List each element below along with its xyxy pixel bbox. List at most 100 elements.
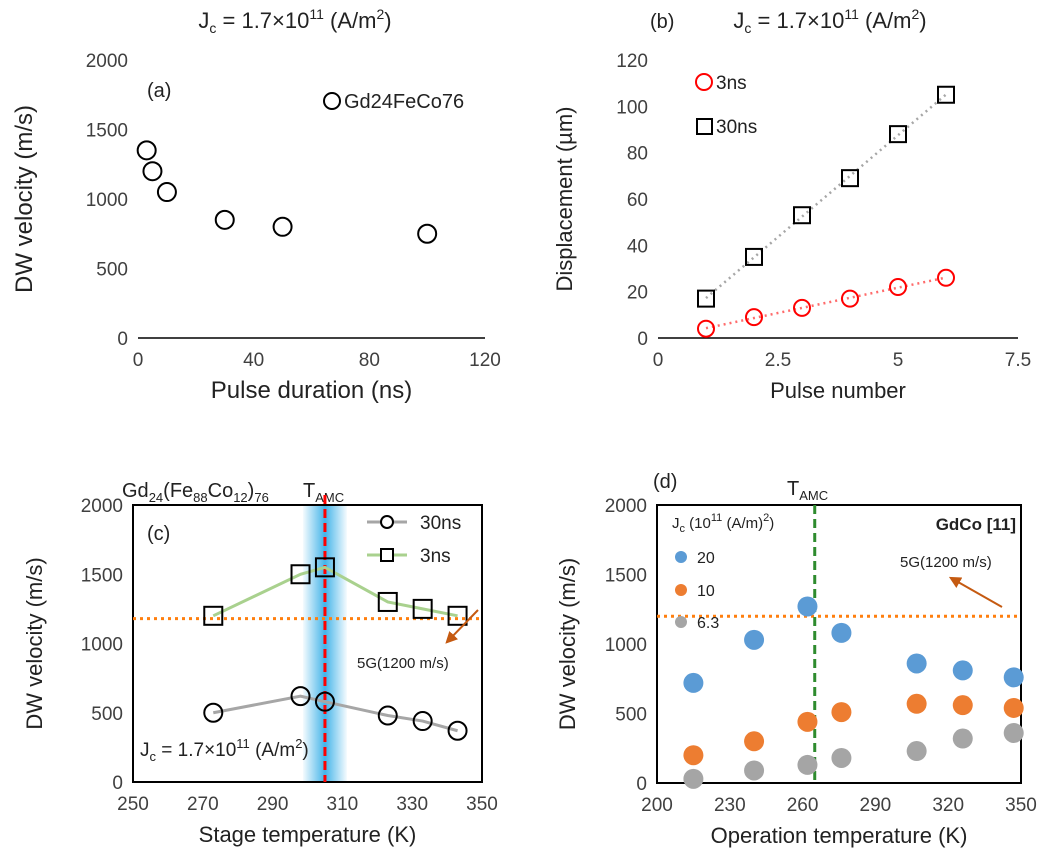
y-tick-label-b: 60 (627, 190, 648, 211)
data-point-20-d (1003, 667, 1024, 688)
x-tick-label-b: 2.5 (765, 350, 791, 371)
x-axis-title-b: Pulse number (770, 378, 906, 403)
data-point-a (136, 140, 157, 161)
tamc-label-d: TAMC (787, 478, 828, 503)
legend-label-10-d: 10 (697, 583, 715, 600)
data-point-3ns-b (889, 278, 907, 297)
data-point-a (272, 216, 293, 237)
data-point-a (214, 209, 235, 230)
current-annotation-c: Jc = 1.7×1011 (A/m2) (140, 736, 309, 764)
data-point-20-d (831, 622, 852, 643)
y-tick-label-b: 40 (627, 236, 648, 257)
y-tick-label-c: 2000 (81, 496, 123, 517)
y-axis-title-a: DW velocity (m/s) (11, 105, 38, 293)
chart-panel-d: (d) TAMC 0 500 1000 1500 2000 200 230 260 290 320… (555, 471, 1037, 848)
x-tick-label-d: 350 (1005, 795, 1037, 816)
reference-label-d: 5G(1200 m/s) (900, 554, 992, 571)
data-point-6.3-d (744, 760, 765, 781)
chart-panel-b: (b) Jc = 1.7×1011 (A/m2) 3ns 30ns 0 20 40 6… (552, 6, 1031, 403)
data-point-3ns-b (745, 308, 763, 327)
panel-label-c: (c) (147, 523, 170, 545)
data-point-6.3-d (831, 747, 852, 768)
data-point-10-d (683, 745, 704, 766)
data-point-3ns-b (841, 289, 859, 308)
data-point-10-d (952, 695, 973, 716)
y-tick-label-a: 2000 (86, 51, 128, 72)
legend-marker-3ns-c (380, 548, 394, 562)
x-tick-label-d: 260 (787, 795, 819, 816)
data-point-20-d (797, 596, 818, 617)
data-point-30ns-c (290, 686, 311, 707)
plot-frame-c (132, 504, 483, 783)
x-tick-label-d: 200 (641, 795, 673, 816)
trendline-3ns-b (705, 276, 947, 330)
legend-marker-30ns-b (696, 118, 713, 135)
data-point-30ns-b (889, 125, 907, 144)
y-tick-label-c: 500 (91, 704, 123, 725)
legend-b: 3ns 30ns (695, 73, 757, 138)
x-tick-label-b: 0 (653, 350, 664, 371)
y-tick-label-b: 120 (616, 51, 648, 72)
y-tick-label-b: 0 (637, 329, 648, 350)
y-tick-label-a: 1000 (86, 190, 128, 211)
data-point-10-d (1003, 697, 1024, 718)
panel-label-b: (b) (650, 11, 674, 33)
data-point-6.3-d (797, 754, 818, 775)
data-point-6.3-d (906, 741, 927, 762)
legend-label-a: Gd24FeCo76 (344, 91, 464, 113)
data-point-20-d (744, 629, 765, 650)
data-point-30ns-c (314, 691, 335, 712)
x-tick-label-a: 80 (359, 350, 380, 371)
x-tick-label-d: 320 (932, 795, 964, 816)
x-tick-label-b: 5 (893, 350, 904, 371)
y-tick-label-b: 100 (616, 97, 648, 118)
y-axis-title-b: Displacement (µm) (552, 106, 577, 291)
x-tick-label-a: 0 (133, 350, 144, 371)
chart-title-c: Gd24(Fe88Co12)76 (122, 480, 269, 505)
data-point-3ns-c (412, 598, 433, 619)
x-tick-label-d: 290 (860, 795, 892, 816)
legend-label-3ns-b: 3ns (716, 73, 747, 94)
data-point-3ns-b (793, 298, 811, 317)
trendline-30ns-b (705, 93, 947, 300)
y-tick-label-a: 1500 (86, 121, 128, 142)
reference-arrow-d (948, 576, 1003, 608)
data-point-20-d (683, 672, 704, 693)
legend-marker-10-d (675, 584, 687, 596)
data-point-10-d (744, 731, 765, 752)
data-point-20-d (906, 653, 927, 674)
y-axis-title-c: DW velocity (m/s) (22, 557, 47, 729)
legend-marker-a (323, 92, 341, 110)
data-point-30ns-c (412, 711, 433, 732)
x-tick-label-c: 250 (117, 794, 149, 815)
x-axis-title-d: Operation temperature (K) (711, 823, 968, 848)
data-point-a (142, 161, 163, 182)
x-axis-title-a: Pulse duration (ns) (211, 377, 412, 404)
x-tick-label-c: 290 (257, 794, 289, 815)
legend-marker-3ns-b (695, 73, 713, 91)
y-tick-label-a: 500 (96, 260, 128, 281)
x-tick-label-a: 40 (243, 350, 264, 371)
series-line-30ns-c (212, 694, 458, 733)
data-point-3ns-c (377, 591, 398, 612)
chart-panel-a: Jc = 1.7×1011 (A/m2) (a) Gd24FeCo76 0 500… (11, 6, 501, 404)
panel-label-d: (d) (653, 471, 677, 493)
data-point-30ns-b (937, 85, 955, 104)
legend-label-3ns-c: 3ns (420, 546, 451, 567)
legend-marker-6.3-d (675, 616, 687, 628)
legend-label-6.3-d: 6.3 (697, 615, 719, 632)
data-point-10-d (831, 702, 852, 723)
y-tick-label-c: 0 (112, 773, 123, 794)
reference-arrow-c (445, 609, 479, 644)
series-line-3ns-c (212, 565, 458, 618)
x-tick-label-d: 230 (714, 795, 746, 816)
data-point-30ns-b (697, 289, 715, 308)
data-point-3ns-c (314, 557, 335, 578)
x-tick-label-c: 270 (187, 794, 219, 815)
y-axis-title-d: DW velocity (m/s) (555, 558, 580, 730)
reference-label-c: 5G(1200 m/s) (357, 655, 449, 672)
y-tick-label-b: 80 (627, 144, 648, 165)
data-point-3ns-c (447, 605, 468, 626)
y-tick-label-d: 1500 (605, 566, 647, 587)
